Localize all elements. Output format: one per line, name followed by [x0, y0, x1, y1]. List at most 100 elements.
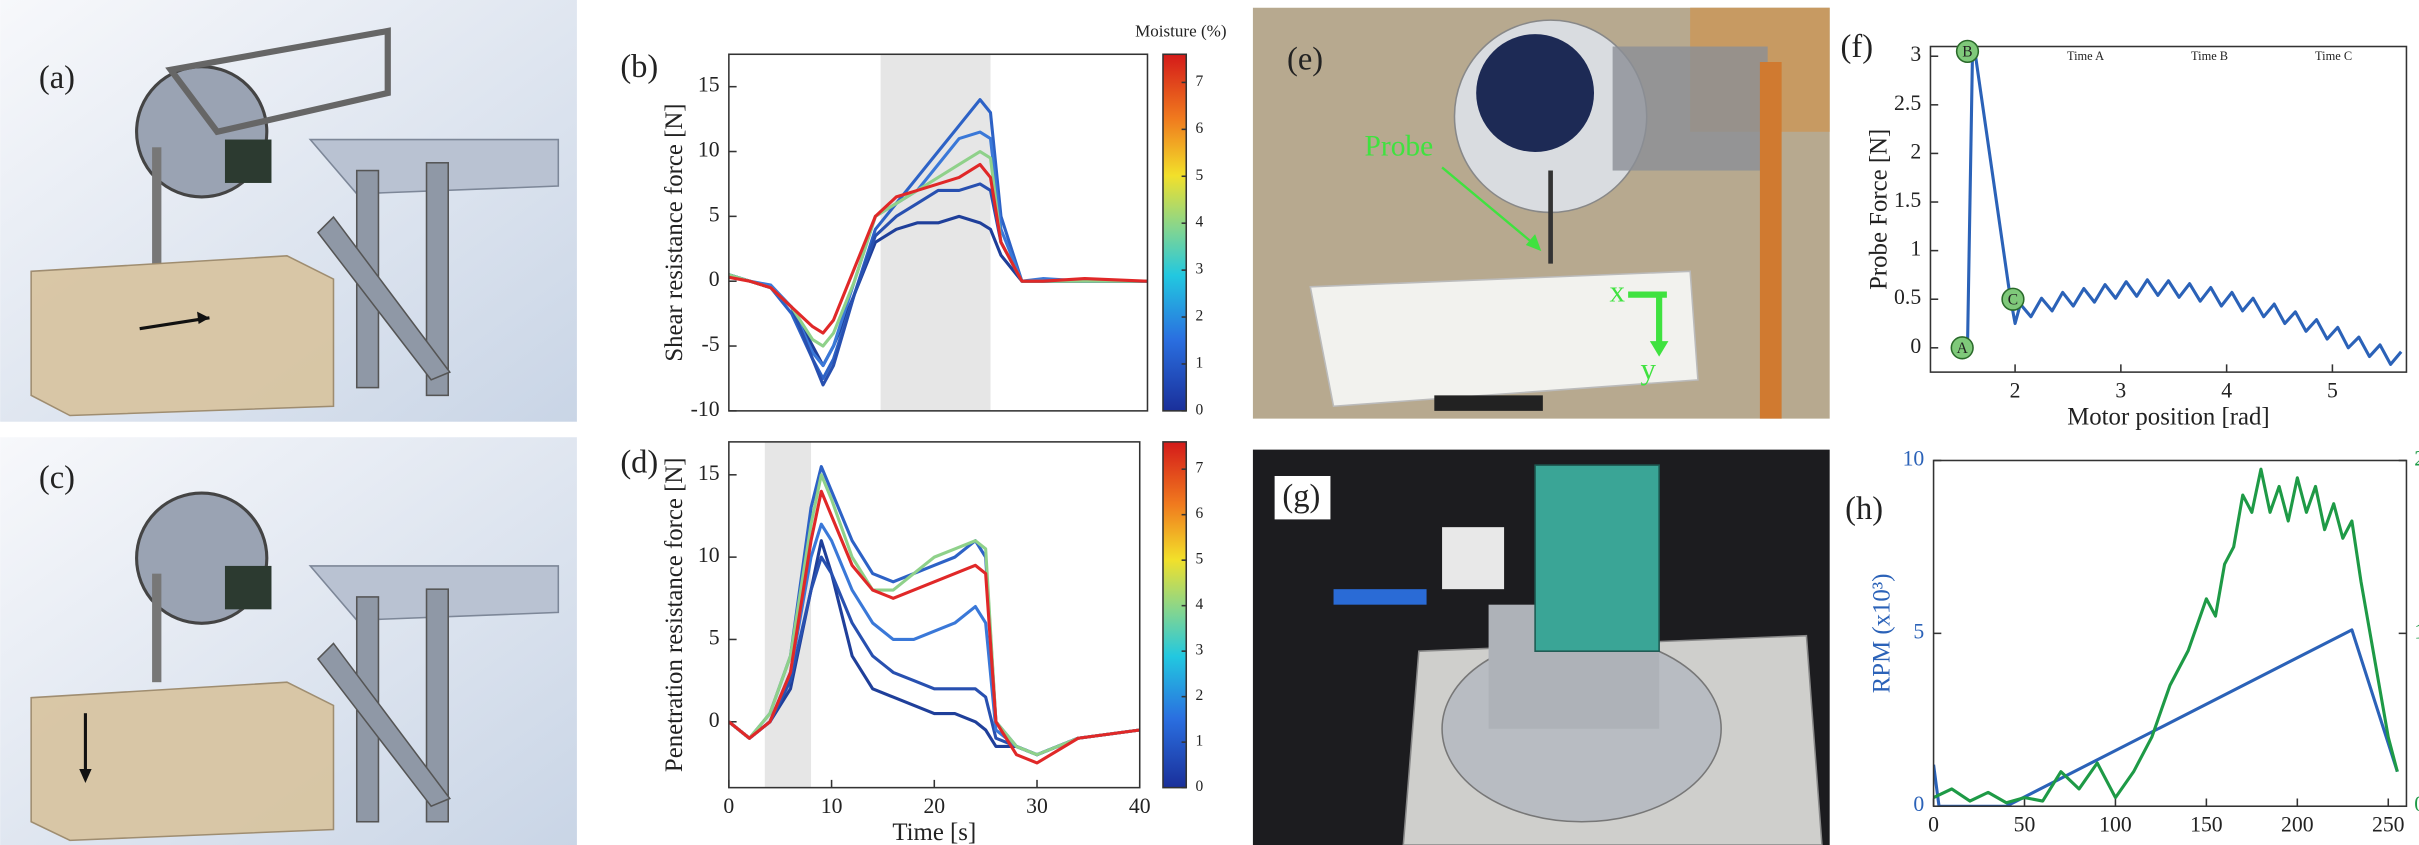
- plot-area: [1930, 46, 2407, 373]
- point-marker: [1955, 39, 1980, 64]
- y-tick-label: 5: [709, 625, 720, 649]
- y-tick-label: 1: [1910, 237, 1921, 261]
- x-tick-label: 2: [2010, 378, 2021, 402]
- colorbar-tick-label: 3: [1196, 642, 1204, 659]
- y-axis-label: Penetration resistance force [N]: [661, 457, 688, 772]
- y-tick-label: 0: [709, 708, 720, 732]
- inset-title: Time A: [2067, 49, 2104, 63]
- point-marker: [2001, 287, 2025, 311]
- annotation: x: [1610, 274, 1626, 309]
- shaded-region: [880, 54, 991, 411]
- data-line: [1965, 46, 2403, 366]
- x-tick-label: 0: [1928, 812, 1939, 836]
- x-tick-label: 10: [821, 794, 843, 818]
- y-tick-label: 0.5: [1894, 285, 1921, 309]
- data-line: [728, 489, 1140, 765]
- colorbar-tick-label: 2: [1196, 687, 1204, 704]
- x-tick-label: 200: [2281, 812, 2314, 836]
- panel-label: (f): [1841, 29, 1874, 65]
- photo-g: (g): [1252, 449, 1830, 845]
- annotation: Probe: [1365, 131, 1434, 163]
- y-tick-label: 1.5: [1894, 188, 1921, 212]
- x-tick-label: 100: [2099, 812, 2132, 836]
- x-tick-label: 3: [2115, 378, 2126, 402]
- colorbar-tick-label: 7: [1196, 460, 1204, 477]
- inset-title: Time C: [2315, 49, 2352, 63]
- data-line: [728, 473, 1140, 757]
- y2-tick-label: 20: [2414, 446, 2419, 470]
- x-tick-label: 0: [723, 794, 734, 818]
- x-axis-label: Time [s]: [892, 819, 976, 845]
- panel-label: (d): [620, 445, 658, 481]
- x-tick-label: 4: [2221, 378, 2232, 402]
- colorbar-tick-label: 4: [1196, 596, 1204, 613]
- inset-title: Time B: [2191, 49, 2228, 63]
- x-tick-label: 20: [923, 794, 945, 818]
- axes-frame: [1929, 45, 2408, 373]
- colorbar-tick-label: 2: [1196, 308, 1204, 325]
- x-tick-label: 150: [2190, 812, 2223, 836]
- y-tick-label: 5: [1913, 619, 1924, 643]
- panel-label: (e): [1287, 41, 1323, 77]
- point-label: A: [1957, 340, 1969, 357]
- y-tick-label: 10: [698, 543, 720, 567]
- y-tick-label: 5: [709, 202, 720, 226]
- colorbar-tick-label: 5: [1196, 167, 1204, 184]
- y-tick-label: 0: [709, 267, 720, 291]
- y-tick-label: 2.5: [1894, 91, 1921, 115]
- photo-e: Probe x y (e): [1252, 7, 1830, 419]
- panel-label: (c): [39, 460, 75, 496]
- y-axis-label: Shear resistance force [N]: [661, 103, 688, 361]
- colorbar-tick-label: 6: [1196, 505, 1204, 522]
- colorbar-tick-label: 6: [1196, 120, 1204, 137]
- panel-label: (b): [620, 49, 658, 85]
- panel-label: (h): [1845, 491, 1883, 527]
- annotation: y: [1641, 351, 1657, 386]
- colorbar: [1162, 441, 1188, 789]
- panel-label: (g): [1282, 479, 1320, 515]
- cad-image-a: (a): [0, 0, 577, 422]
- colorbar-tick-label: 7: [1196, 73, 1204, 90]
- x-tick-label: 30: [1026, 794, 1048, 818]
- point-label: C: [2008, 291, 2018, 308]
- colorbar: [1162, 53, 1188, 412]
- y2-tick-label: 0: [2414, 792, 2419, 816]
- point-label: B: [1962, 43, 1972, 60]
- shaded-region: [764, 441, 812, 788]
- data-line: [1933, 467, 2399, 805]
- x-tick-label: 250: [2372, 812, 2405, 836]
- colorbar-tick-label: 5: [1196, 551, 1204, 568]
- axes-frame: [1932, 459, 2408, 808]
- y-axis-label: Probe Force [N]: [1866, 129, 1893, 290]
- y-tick-label: 15: [698, 73, 720, 97]
- y-tick-label: -10: [691, 397, 720, 421]
- y-tick-label: 0: [1910, 334, 1921, 358]
- y-tick-label: 3: [1910, 42, 1921, 66]
- colorbar-tick-label: 3: [1196, 261, 1204, 278]
- x-tick-label: 40: [1129, 794, 1151, 818]
- y-tick-label: 15: [698, 461, 720, 485]
- y-tick-label: 0: [1913, 792, 1924, 816]
- x-tick-label: 50: [2014, 812, 2036, 836]
- colorbar-label: Moisture (%): [1135, 21, 1226, 40]
- axes-frame: [728, 441, 1141, 789]
- data-line: [1933, 628, 2399, 807]
- cad-image-c: (c): [0, 437, 577, 845]
- y-tick-label: -5: [701, 332, 719, 356]
- x-tick-label: 5: [2327, 378, 2338, 402]
- point-marker: [1950, 336, 1974, 360]
- colorbar-tick-label: 1: [1196, 355, 1204, 372]
- y-tick-label: 2: [1910, 139, 1921, 163]
- colorbar-tick-label: 1: [1196, 733, 1204, 750]
- data-line: [728, 162, 1148, 335]
- axes-frame: [728, 53, 1149, 412]
- y-tick-label: 10: [698, 138, 720, 162]
- y-tick-label: 10: [1903, 446, 1925, 470]
- colorbar-tick-label: 0: [1196, 401, 1204, 418]
- y-axis-label: RPM (x10³): [1869, 573, 1896, 693]
- y2-tick-label: 10: [2414, 619, 2419, 643]
- colorbar-tick-label: 4: [1196, 214, 1204, 231]
- x-axis-label: Motor position [rad]: [2067, 403, 2269, 430]
